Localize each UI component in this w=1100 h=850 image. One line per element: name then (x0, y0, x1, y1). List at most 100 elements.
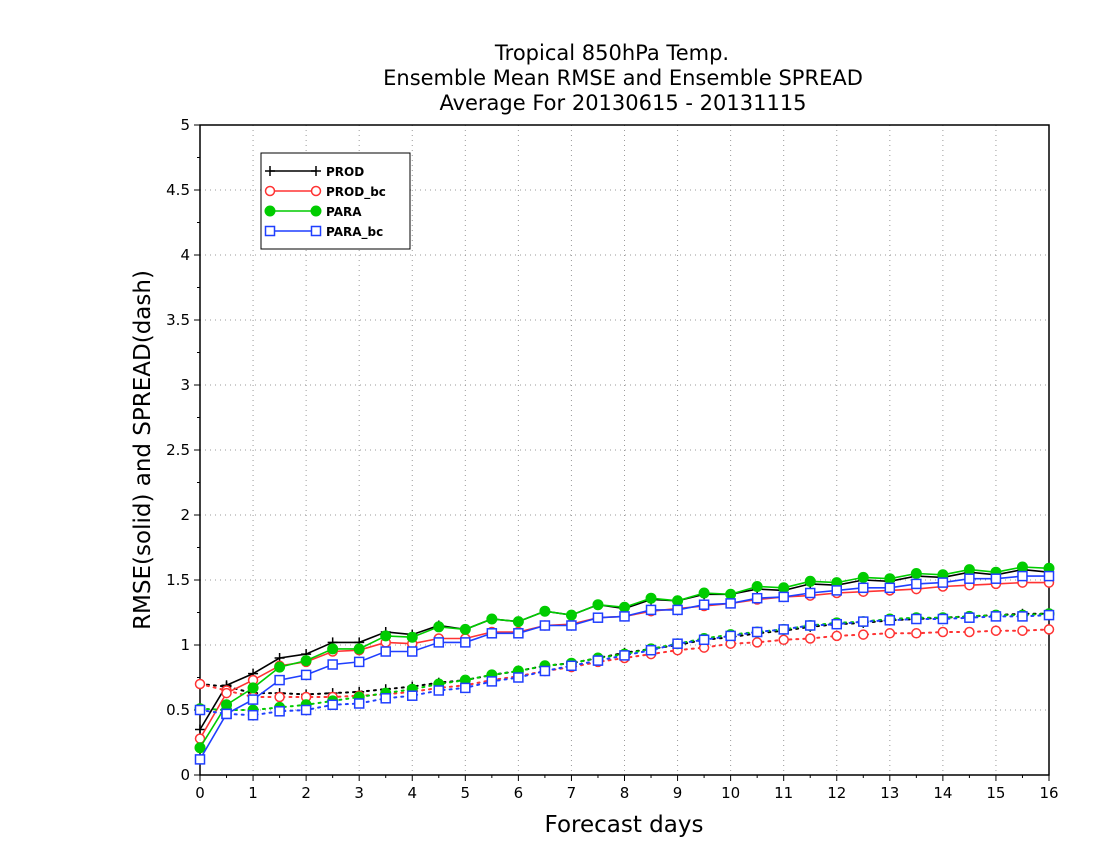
rmse-point-para-bc (1017, 570, 1028, 582)
rmse-point-para (963, 564, 975, 576)
y-tick-label: 4 (180, 246, 190, 264)
legend-marker (311, 166, 321, 176)
legend-marker (310, 185, 322, 197)
spread-point-prod-bc (831, 630, 842, 642)
spread-point-para-bc (990, 611, 1002, 622)
legend-item-para-bc: PARA_bc (264, 225, 383, 240)
x-tick-label: 8 (620, 784, 630, 802)
spread-point-para-bc (804, 620, 816, 631)
rmse-point-para (698, 587, 710, 599)
x-tick-label: 12 (827, 784, 846, 802)
rmse-point-para-bc (751, 592, 763, 604)
legend-marker (310, 225, 322, 237)
spread-point-para-bc (1017, 611, 1028, 622)
spread-point-prod-bc (964, 626, 975, 638)
rmse-point-para-bc (327, 659, 338, 670)
rmse-point-para (459, 623, 471, 635)
rmse-point-para-bc (274, 674, 285, 686)
x-tick-label: 0 (195, 784, 205, 802)
rmse-point-para (221, 699, 233, 711)
x-tick-label: 15 (986, 784, 1005, 802)
spread-point-para-bc (778, 624, 789, 635)
rmse-point-prod-bc (221, 687, 232, 699)
rmse-point-para (804, 575, 816, 587)
rmse-point-para-bc (858, 582, 869, 594)
rmse-point-para (778, 582, 790, 594)
spread-point-prod-bc (884, 628, 896, 639)
spread-line-para-bc (199, 614, 1050, 717)
x-tick-label: 3 (354, 784, 364, 802)
rmse-point-para-bc (990, 573, 1002, 584)
rmse-point-para (247, 682, 259, 694)
spread-point-prod-bc (804, 633, 816, 644)
rmse-point-para (1016, 561, 1028, 573)
rmse-point-para-bc (619, 611, 630, 622)
spread-point-para-bc (566, 660, 577, 672)
y-tick-label: 4.5 (166, 181, 190, 199)
spread-point-para-bc (619, 650, 630, 661)
rmse-point-para (512, 616, 524, 628)
rmse-point-para-bc (884, 582, 896, 594)
rmse-point-para-bc (592, 612, 604, 623)
x-tick-label: 11 (774, 784, 793, 802)
spread-point-para-bc (327, 699, 338, 711)
rmse-point-para (751, 581, 763, 592)
spread-point-para-bc (645, 644, 657, 656)
rmse-point-para (300, 655, 312, 667)
rmse-point-para (353, 643, 365, 655)
legend-marker (265, 166, 275, 176)
spread-point-prod-bc (858, 629, 869, 640)
rmse-point-para (857, 571, 869, 583)
rmse-point-para-bc (380, 646, 391, 657)
rmse-point-para-bc (513, 628, 524, 639)
rmse-point-para-bc (566, 620, 577, 631)
spread-point-para-bc (592, 655, 604, 666)
rmse-point-para-bc (911, 578, 922, 590)
legend-label: PROD (326, 165, 364, 179)
legend-item-prod-bc: PROD_bc (264, 185, 386, 200)
chart-title-line-2: Ensemble Mean RMSE and Ensemble SPREAD (383, 66, 863, 90)
x-tick-label: 5 (461, 784, 471, 802)
spread-point-para-bc (194, 704, 206, 716)
rmse-point-para-bc (247, 694, 259, 705)
x-tick-label: 6 (514, 784, 524, 802)
spread-point-para-bc (911, 613, 922, 625)
rmse-point-para-bc (300, 669, 312, 681)
y-tick-label: 1 (180, 636, 190, 654)
legend-item-para: PARA (264, 205, 362, 219)
spread-point-prod-bc (751, 637, 763, 648)
spread-point-para-bc (513, 672, 524, 683)
rmse-point-para (433, 621, 445, 633)
series-para-bc (194, 570, 1055, 765)
rmse-point-para-bc (486, 628, 498, 639)
spread-point-prod-bc (1043, 624, 1055, 635)
rmse-point-para-bc (433, 637, 445, 648)
legend-label: PARA (326, 205, 362, 219)
rmse-point-para (884, 573, 896, 585)
rmse-point-prod (195, 724, 205, 735)
y-tick-label: 3.5 (166, 311, 190, 329)
legend-marker (264, 225, 276, 237)
rmse-point-para (619, 601, 630, 613)
spread-point-para-bc (937, 613, 949, 625)
legend-item-prod: PROD (265, 165, 364, 179)
spread-point-para-bc (884, 615, 896, 626)
x-tick-label: 1 (248, 784, 258, 802)
rmse-point-para-bc (831, 585, 842, 596)
spread-point-prod-bc (911, 628, 922, 639)
grid (200, 125, 1049, 775)
rmse-point-para (725, 588, 737, 600)
spread-point-prod-bc (937, 626, 949, 638)
rmse-point-para (274, 661, 286, 673)
x-tick-label: 10 (721, 784, 740, 802)
x-tick-label: 14 (933, 784, 952, 802)
y-tick-label: 3 (180, 376, 190, 394)
legend-box (260, 152, 411, 250)
rmse-point-para-bc (1043, 570, 1055, 582)
rmse-point-para (380, 630, 392, 642)
spread-point-prod-bc (194, 678, 206, 690)
y-tick-label: 2.5 (166, 441, 190, 459)
spread-point-para-bc (353, 698, 365, 709)
spread-point-para-bc (1043, 609, 1055, 621)
